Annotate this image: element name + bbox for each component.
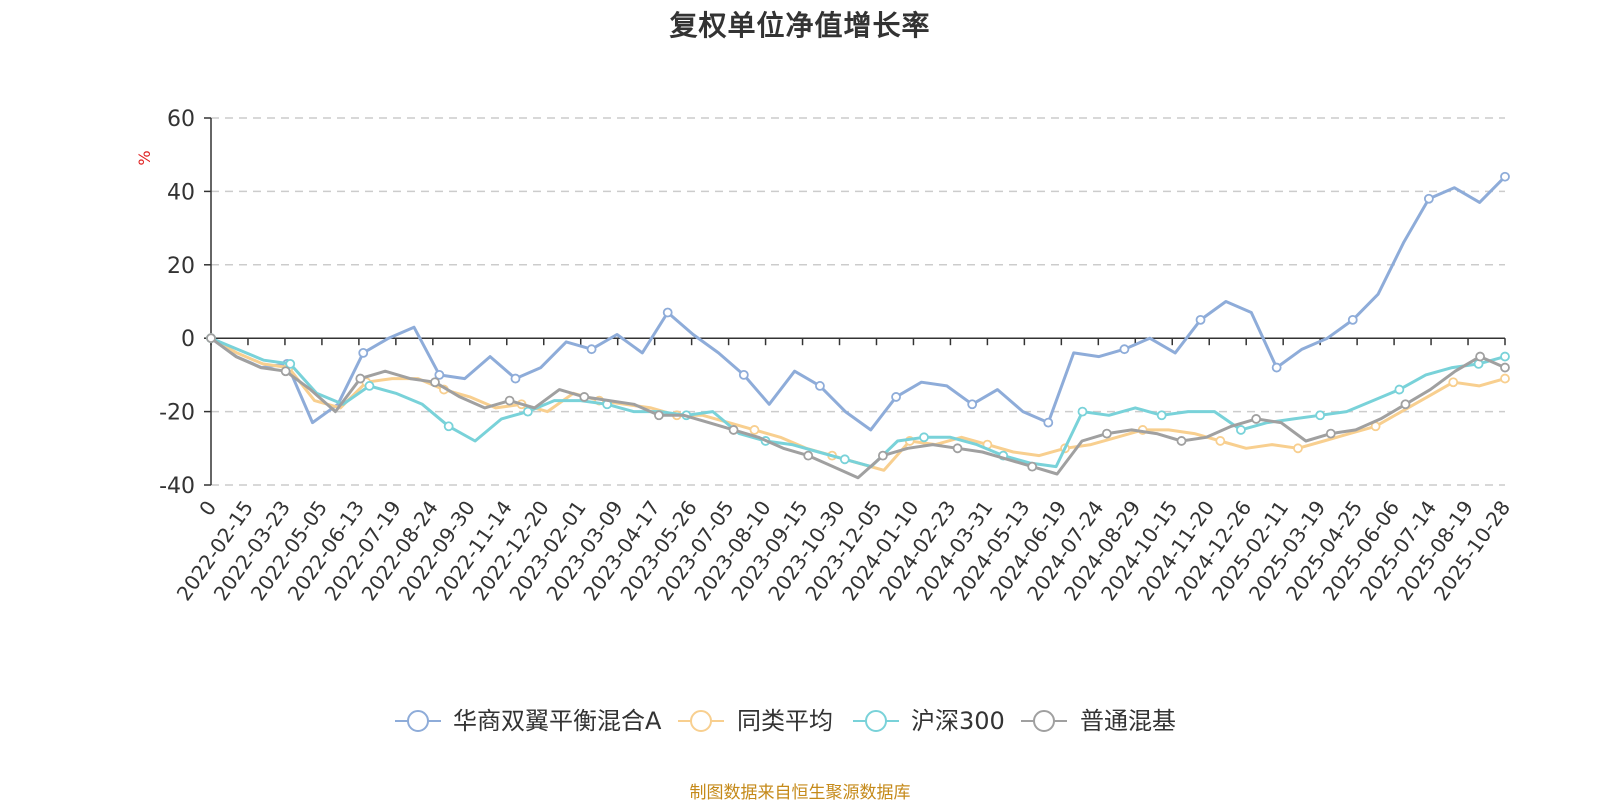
series-line-2 <box>209 336 1507 469</box>
legend-label: 同类平均 <box>737 707 833 735</box>
y-tick-label: 20 <box>167 254 195 279</box>
data-point <box>1119 344 1130 355</box>
data-point <box>1293 443 1303 454</box>
data-point <box>1027 461 1038 472</box>
data-point <box>1423 193 1434 204</box>
data-point <box>579 392 590 402</box>
data-point <box>280 366 291 377</box>
data-point <box>510 373 521 384</box>
data-point <box>1156 410 1167 421</box>
data-point <box>586 344 597 355</box>
legend: 华商双翼平衡混合A 同类平均 沪深300 普通混基 <box>395 707 1176 735</box>
y-unit-label: % <box>135 150 154 165</box>
data-point <box>1400 399 1411 410</box>
series-line-3 <box>209 336 1507 480</box>
data-point <box>285 358 296 369</box>
data-point <box>967 399 978 410</box>
data-point <box>434 369 445 380</box>
legend-marker <box>865 710 887 732</box>
data-point <box>1101 428 1112 439</box>
legend-marker <box>690 710 712 732</box>
legend-label: 沪深300 <box>911 707 1005 735</box>
data-point <box>206 333 216 344</box>
legend-marker <box>407 710 429 732</box>
data-point <box>952 443 963 454</box>
data-point <box>738 369 749 380</box>
data-point <box>1251 414 1262 424</box>
data-point <box>1215 436 1226 446</box>
data-point <box>728 425 739 435</box>
data-point <box>919 432 929 443</box>
data-point <box>1475 351 1486 362</box>
grid-lines <box>211 117 1505 486</box>
source-note: 制图数据来自恒生聚源数据库 <box>689 783 911 803</box>
axes: 6040200-20-40%02022-02-152022-03-232022-… <box>135 107 1515 605</box>
legend-item[interactable]: 同类平均 <box>678 707 833 735</box>
data-point <box>662 307 673 318</box>
legend-marker <box>1033 710 1055 732</box>
data-point <box>1448 377 1459 388</box>
data-point <box>815 381 825 391</box>
data-point <box>1500 171 1510 182</box>
series-lines <box>206 171 1510 480</box>
data-point <box>1500 362 1510 373</box>
data-point <box>1315 410 1326 421</box>
data-point <box>430 377 440 388</box>
data-point <box>504 395 515 406</box>
data-point <box>364 381 375 391</box>
y-tick-label: 60 <box>167 107 195 132</box>
x-tick-label: 0 <box>194 496 221 520</box>
series-line-1 <box>209 336 1507 472</box>
legend-item[interactable]: 普通混基 <box>1021 707 1176 735</box>
data-point <box>1195 314 1206 325</box>
y-tick-label: 40 <box>167 180 195 205</box>
legend-label: 华商双翼平衡混合A <box>453 707 662 735</box>
data-point <box>522 406 533 417</box>
legend-item[interactable]: 华商双翼平衡混合A <box>395 707 662 735</box>
data-point <box>1325 428 1336 439</box>
data-point <box>1500 373 1510 384</box>
data-point <box>1043 417 1054 428</box>
data-point <box>355 373 366 384</box>
chart-title: 复权单位净值增长率 <box>669 9 931 42</box>
data-point <box>1176 436 1187 446</box>
data-point <box>749 425 760 435</box>
data-point <box>877 450 888 461</box>
legend-label: 普通混基 <box>1080 707 1176 735</box>
y-tick-label: 0 <box>181 327 195 352</box>
data-point <box>358 347 369 358</box>
data-point <box>654 410 664 421</box>
data-point <box>1077 406 1088 417</box>
y-tick-label: -20 <box>159 401 195 426</box>
data-point <box>443 421 454 432</box>
data-point <box>891 392 901 402</box>
data-point <box>1236 425 1246 435</box>
series-line-0 <box>209 175 1507 432</box>
data-point <box>1347 314 1358 325</box>
data-point <box>803 450 814 461</box>
data-point <box>1500 351 1510 362</box>
data-point <box>839 454 850 465</box>
legend-item[interactable]: 沪深300 <box>853 707 1005 735</box>
data-point <box>1271 362 1282 373</box>
data-point <box>1394 384 1405 395</box>
y-tick-label: -40 <box>159 474 195 499</box>
